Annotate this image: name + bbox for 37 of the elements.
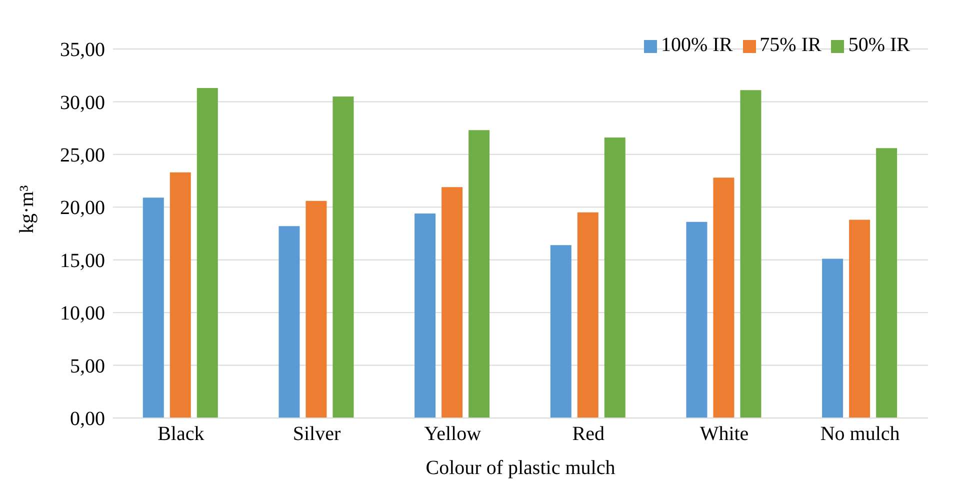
bar: [686, 222, 708, 418]
bar: [468, 130, 490, 418]
legend-label: 100% IR: [660, 34, 733, 56]
y-axis-title: kg·m³: [16, 185, 38, 234]
legend-label: 75% IR: [760, 34, 822, 56]
y-tick-label: 20,00: [60, 197, 105, 220]
y-tick-label: 0,00: [70, 408, 105, 430]
x-tick-label: Black: [158, 423, 204, 446]
bar: [332, 96, 354, 418]
y-tick-label: 30,00: [60, 92, 105, 114]
x-axis-title: Colour of plastic mulch: [426, 457, 616, 479]
bar: [550, 245, 572, 418]
bar: [170, 172, 191, 418]
bar: [876, 148, 898, 418]
y-tick-label: 35,00: [60, 39, 105, 62]
x-tick-label: Yellow: [424, 423, 482, 446]
bar: [442, 187, 463, 418]
bar: [196, 88, 218, 418]
bar: [822, 258, 844, 418]
x-tick-label: White: [700, 423, 749, 446]
x-tick-label: Red: [572, 423, 605, 446]
x-tick-label: Silver: [292, 423, 341, 446]
y-tick-label: 25,00: [60, 144, 105, 167]
legend-label: 50% IR: [848, 34, 910, 56]
x-tick-label: No mulch: [820, 423, 900, 446]
bar: [577, 212, 598, 418]
bar: [604, 138, 626, 418]
bar: [278, 226, 300, 418]
y-tick-label: 15,00: [60, 250, 105, 272]
bar: [142, 198, 164, 418]
bar: [414, 213, 436, 418]
bar: [713, 178, 734, 418]
bar: [849, 220, 870, 418]
bar: [306, 200, 327, 418]
y-tick-label: 5,00: [70, 355, 105, 378]
bar: [740, 90, 762, 418]
y-tick-label: 10,00: [60, 302, 105, 325]
